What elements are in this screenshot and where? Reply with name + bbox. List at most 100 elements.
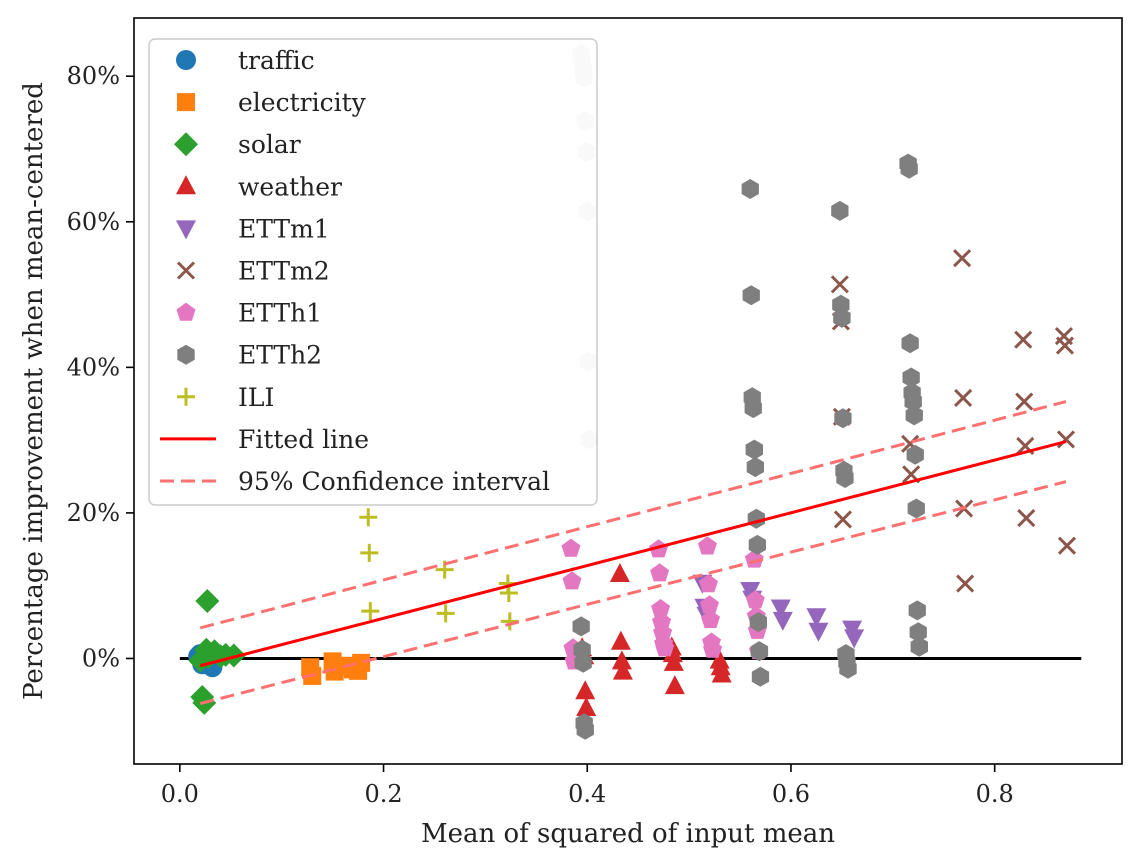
legend-entry: solar xyxy=(174,130,301,159)
data-point-etth1 xyxy=(703,639,723,658)
data-point-etth2 xyxy=(751,666,770,687)
legend-label: Fitted line xyxy=(238,425,369,454)
data-point-etth1 xyxy=(699,574,718,593)
legend-label-etth2: ETTh2 xyxy=(238,341,322,370)
data-point-etth2 xyxy=(576,719,594,740)
data-point-etth2 xyxy=(908,600,926,621)
legend-marker-ettm1 xyxy=(176,220,196,240)
y-axis-label: Percentage improvement when mean-centere… xyxy=(19,82,49,700)
legend-label-ettm1: ETTm1 xyxy=(238,214,330,243)
data-point-etth2 xyxy=(909,622,927,643)
x-tick-label: 0.2 xyxy=(364,780,402,808)
legend-entry: ETTm1 xyxy=(176,214,330,243)
data-point-etth2 xyxy=(746,457,764,478)
data-point-etth2 xyxy=(574,652,592,673)
series-etth2 xyxy=(572,153,928,740)
data-point-ettm1 xyxy=(844,629,865,649)
data-point-ili xyxy=(359,508,378,527)
legend-label-ettm2: ETTm2 xyxy=(238,257,330,286)
data-point-etth2 xyxy=(901,333,919,354)
data-point-etth2 xyxy=(750,641,769,662)
y-tick-label: 80% xyxy=(67,62,120,90)
y-tick-label: 40% xyxy=(67,353,120,381)
axes: 0.0 0.2 0.4 0.6 0.8 0% 20% 40% 60% 80% xyxy=(67,17,1123,808)
data-point-ili xyxy=(436,604,455,623)
series-solar xyxy=(188,588,246,715)
data-point-etth2 xyxy=(572,616,590,637)
x-tick-label: 0.0 xyxy=(161,780,199,808)
legend-entry: ETTh1 xyxy=(176,299,322,328)
data-point-weather xyxy=(610,630,631,650)
data-point-weather xyxy=(663,651,684,671)
data-point-ettm2 xyxy=(1056,430,1076,449)
legend-label-traffic: traffic xyxy=(238,46,315,75)
confidence-upper-line xyxy=(199,400,1067,630)
data-point-etth1 xyxy=(700,595,719,614)
data-point-etth1 xyxy=(701,609,720,628)
confidence-lower-line xyxy=(199,480,1067,706)
data-point-ettm2 xyxy=(833,510,852,529)
x-axis-label: Mean of squared of input mean xyxy=(421,819,835,849)
legend-entry: traffic xyxy=(176,46,315,75)
data-point-etth2 xyxy=(749,612,767,633)
x-tick-label: 0.6 xyxy=(772,780,810,808)
data-point-ettm2 xyxy=(1014,330,1033,349)
legend-box xyxy=(148,38,598,506)
legend-entry: weather xyxy=(176,172,342,201)
data-point-etth1 xyxy=(655,638,675,657)
data-point-etth2 xyxy=(573,639,591,660)
data-point-weather xyxy=(612,660,633,680)
data-point-etth1 xyxy=(561,538,581,557)
data-point-weather xyxy=(664,675,685,695)
legend-marker-electricity xyxy=(177,93,195,112)
legend-entry: ETTm2 xyxy=(176,257,330,286)
legend-label-electricity: electricity xyxy=(238,88,367,117)
data-point-etth2 xyxy=(831,200,849,221)
data-point-etth1 xyxy=(697,536,717,555)
data-point-etth2 xyxy=(902,367,920,388)
data-point-etth2 xyxy=(833,307,851,328)
data-point-etth2 xyxy=(741,179,759,199)
data-point-etth2 xyxy=(834,408,852,429)
data-point-etth2 xyxy=(900,158,918,179)
legend-marker-etth2 xyxy=(177,344,195,365)
data-point-ettm2 xyxy=(956,574,975,593)
data-point-ettm2 xyxy=(1055,336,1075,355)
data-point-weather xyxy=(576,696,597,716)
data-point-weather xyxy=(609,563,630,583)
data-point-etth2 xyxy=(748,534,766,555)
data-point-ettm1 xyxy=(772,611,793,631)
data-point-weather xyxy=(662,643,683,663)
data-point-etth1 xyxy=(650,563,670,582)
legend: traffic electricity solar weather ETTm1 ETTm2… xyxy=(148,38,598,506)
legend-label-etth1: ETTh1 xyxy=(238,299,322,328)
series-ettm2 xyxy=(830,249,1077,593)
data-point-ili xyxy=(360,543,379,562)
data-point-etth2 xyxy=(906,444,924,465)
series-ili xyxy=(359,508,519,631)
data-point-ettm1 xyxy=(806,608,827,628)
data-point-etth2 xyxy=(907,498,925,519)
data-point-ettm1 xyxy=(770,599,791,619)
plot-frame xyxy=(133,17,1123,765)
legend-label-solar: solar xyxy=(238,130,301,159)
y-tick-label: 0% xyxy=(82,644,120,672)
fitted-line xyxy=(199,440,1067,668)
legend-entry: electricity xyxy=(177,88,367,117)
legend-label-weather: weather xyxy=(238,172,342,201)
data-point-ettm2 xyxy=(830,275,849,294)
data-point-etth2 xyxy=(904,391,922,412)
legend-label-ili: ILI xyxy=(238,383,274,412)
data-point-solar xyxy=(195,588,220,613)
data-point-ettm2 xyxy=(954,388,973,407)
legend-label: 95% Confidence interval xyxy=(238,467,550,496)
data-point-electricity xyxy=(352,653,371,672)
data-point-etth2 xyxy=(744,398,762,419)
data-point-etth2 xyxy=(742,285,760,306)
x-tick-label: 0.4 xyxy=(568,780,606,808)
data-point-etth1 xyxy=(653,623,673,642)
data-point-etth2 xyxy=(745,439,763,460)
data-point-ili xyxy=(361,602,380,621)
legend-entry: ETTh2 xyxy=(177,341,322,370)
data-point-weather xyxy=(611,650,632,670)
